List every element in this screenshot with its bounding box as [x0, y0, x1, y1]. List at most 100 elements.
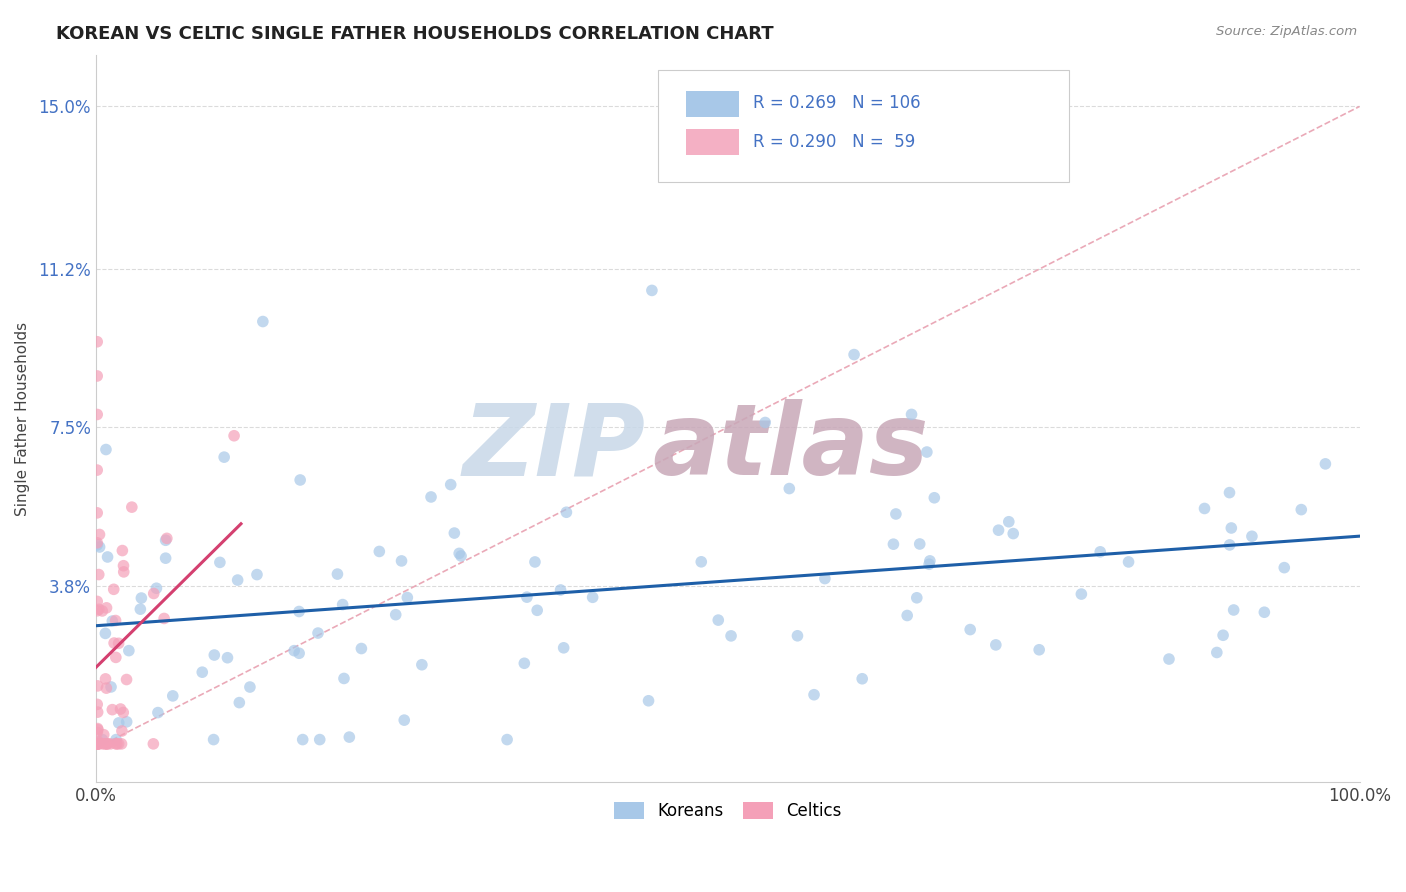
Point [1205, 645, 1227, 659]
Point [368, 544, 391, 558]
Point [1194, 501, 1216, 516]
Point [959, 623, 981, 637]
Point [86, 538, 108, 552]
Point [104, 614, 127, 628]
Point [191, 665, 214, 680]
Point [91, 732, 114, 747]
Point [94, 626, 117, 640]
Point [1028, 642, 1050, 657]
Point [1253, 605, 1275, 619]
Point [707, 613, 730, 627]
Point [208, 555, 231, 569]
Point [915, 445, 938, 459]
Point [111, 723, 134, 738]
Point [86, 679, 108, 693]
Point [720, 629, 742, 643]
Point [115, 673, 138, 687]
Point [217, 650, 239, 665]
Point [908, 537, 931, 551]
Point [523, 555, 546, 569]
Point [146, 706, 169, 720]
Point [145, 581, 167, 595]
Point [637, 694, 659, 708]
FancyBboxPatch shape [658, 70, 1069, 182]
Point [1219, 538, 1241, 552]
Point [440, 477, 463, 491]
Legend: Koreans, Celtics: Koreans, Celtics [607, 795, 849, 826]
Point [450, 549, 472, 563]
Point [222, 429, 245, 443]
Point [87, 567, 110, 582]
Point [86, 594, 108, 608]
Point [101, 614, 124, 628]
Point [87, 723, 110, 737]
Point [900, 408, 922, 422]
Point [87, 737, 110, 751]
Point [155, 533, 177, 548]
Point [1212, 628, 1234, 642]
Point [396, 591, 419, 605]
Point [391, 554, 413, 568]
Point [94, 737, 117, 751]
Point [142, 586, 165, 600]
Point [924, 491, 946, 505]
Text: R = 0.290   N =  59: R = 0.290 N = 59 [754, 134, 915, 152]
Point [778, 482, 800, 496]
Point [87, 737, 110, 751]
Point [91, 737, 114, 751]
Point [103, 582, 125, 597]
Point [496, 732, 519, 747]
Point [997, 515, 1019, 529]
Point [156, 532, 179, 546]
Point [1070, 587, 1092, 601]
Point [104, 650, 127, 665]
Point [91, 604, 114, 618]
Point [86, 737, 108, 751]
Point [153, 611, 176, 625]
Point [1118, 555, 1140, 569]
Point [86, 536, 108, 550]
Point [86, 334, 108, 349]
Point [288, 605, 311, 619]
Point [105, 732, 128, 747]
Point [107, 737, 129, 751]
Point [100, 737, 122, 751]
Point [121, 500, 143, 515]
Point [803, 688, 825, 702]
FancyBboxPatch shape [686, 129, 740, 155]
Point [89, 540, 111, 554]
Point [112, 706, 135, 720]
Point [1002, 526, 1025, 541]
Point [582, 591, 605, 605]
Point [553, 640, 575, 655]
Point [283, 643, 305, 657]
Point [100, 680, 122, 694]
Point [107, 715, 129, 730]
Point [1157, 652, 1180, 666]
Point [104, 737, 127, 751]
Point [226, 573, 249, 587]
Point [394, 713, 416, 727]
Point [86, 506, 108, 520]
Point [896, 608, 918, 623]
Point [326, 567, 349, 582]
Point [131, 591, 153, 605]
Point [690, 555, 713, 569]
Point [87, 737, 110, 751]
Point [86, 722, 108, 736]
Point [111, 543, 134, 558]
Point [212, 450, 235, 464]
Point [87, 735, 110, 749]
Point [905, 591, 928, 605]
Text: R = 0.269   N = 106: R = 0.269 N = 106 [754, 95, 921, 112]
Point [86, 408, 108, 422]
Point [1090, 545, 1112, 559]
Point [86, 725, 108, 739]
Point [105, 737, 128, 751]
Point [96, 737, 118, 751]
Text: atlas: atlas [652, 400, 928, 496]
Point [550, 582, 572, 597]
Text: Source: ZipAtlas.com: Source: ZipAtlas.com [1216, 25, 1357, 38]
Point [1222, 603, 1244, 617]
Point [86, 737, 108, 751]
